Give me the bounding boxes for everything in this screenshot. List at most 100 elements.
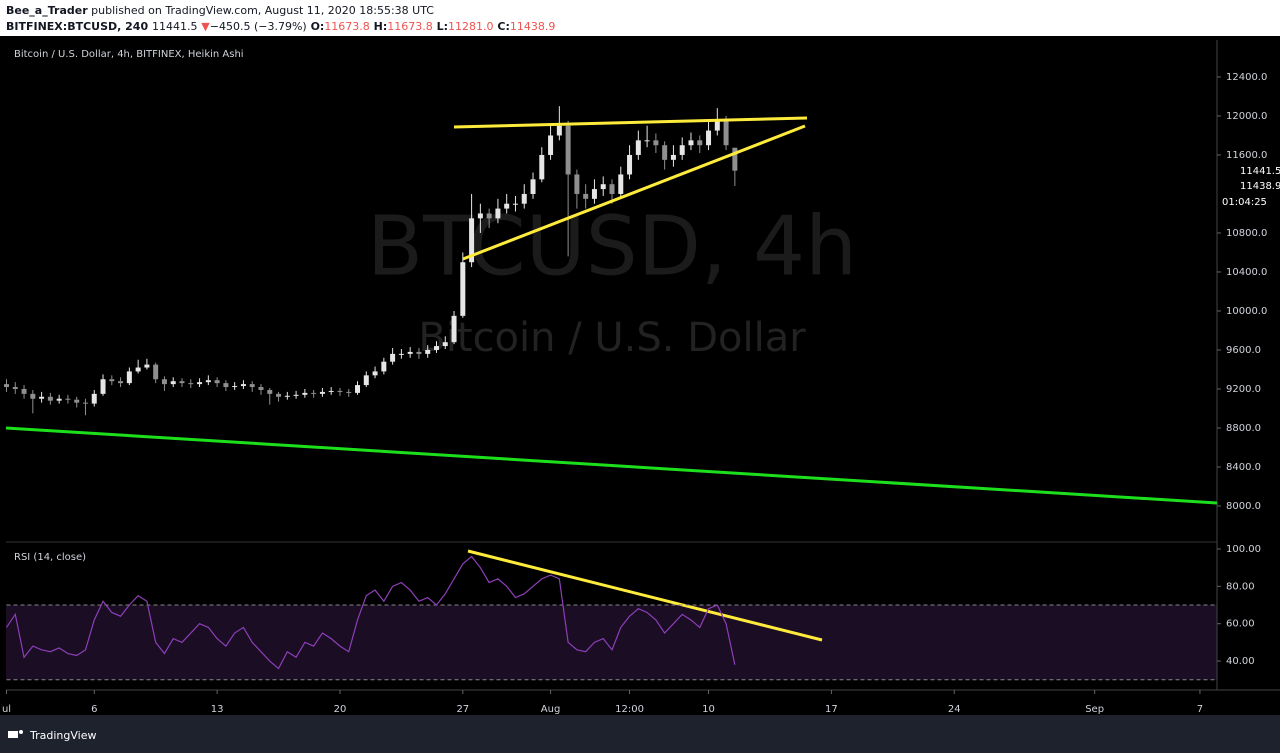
candle-body (223, 383, 229, 388)
candle-body (679, 145, 685, 155)
candle-body (179, 381, 185, 384)
trendline (462, 124, 806, 261)
candle-body (600, 184, 606, 190)
candle-body (144, 364, 150, 368)
x-tick-label: 27 (456, 704, 469, 715)
candle-body (433, 346, 439, 350)
x-tick-label: 7 (1197, 704, 1203, 715)
candle-body (12, 387, 18, 389)
candle-body (688, 140, 694, 146)
y-tick-label: 11600.0 (1226, 150, 1267, 161)
candle-body (118, 381, 124, 384)
candle-body (65, 398, 71, 400)
o-label: O: (310, 20, 325, 33)
candle-body (205, 380, 211, 383)
candle-body (732, 147, 738, 171)
trendline (453, 116, 808, 129)
candle-body (258, 387, 264, 390)
candle-body (47, 396, 53, 401)
pane-title: Bitcoin / U.S. Dollar, 4h, BITFINEX, Hei… (14, 49, 244, 60)
candle-body (697, 140, 703, 146)
candle-body (627, 154, 633, 175)
y-tick-label: 12000.0 (1226, 111, 1267, 122)
candle-body (530, 179, 536, 194)
price-tag-label: 11441.5 (1240, 166, 1280, 177)
candle-body (170, 381, 176, 385)
candle-body (161, 379, 167, 385)
candle-body (670, 154, 676, 160)
pane-title: RSI (14, close) (14, 552, 86, 563)
candle-body (706, 130, 712, 146)
watermark: Bitcoin / U.S. Dollar (418, 315, 806, 361)
footer-bar (0, 715, 1280, 753)
candle-body (486, 213, 492, 219)
published: published on TradingView.com, August 11,… (91, 4, 434, 17)
candle-body (100, 379, 106, 394)
x-tick-label: Sep (1085, 704, 1104, 715)
candle-body (109, 379, 115, 382)
candle-body (460, 262, 466, 316)
candle-body (381, 361, 387, 372)
candle-body (302, 392, 308, 395)
candle-body (574, 174, 580, 194)
y-tick-label: 8000.0 (1226, 501, 1261, 512)
l-value: 11281.0 (448, 20, 494, 33)
candle-body (653, 140, 659, 146)
candle-body (337, 390, 343, 392)
c-value: 11438.9 (509, 20, 556, 33)
y-tick-label: 9200.0 (1226, 384, 1261, 395)
candle-body (583, 193, 589, 199)
candle-body (56, 398, 62, 401)
change-arrow: ▼ (201, 20, 210, 33)
candle-body (319, 391, 325, 394)
o-value: 11673.8 (324, 20, 370, 33)
author: Bee_a_Trader (6, 4, 88, 17)
header-line: Bee_a_Trader published on TradingView.co… (6, 4, 434, 17)
symbol: BITFINEX:BTCUSD, 240 (6, 20, 149, 33)
x-tick-label: 6 (91, 704, 97, 715)
price-tag (1218, 164, 1280, 178)
last-price: 11441.5 (151, 20, 198, 33)
candle-body (609, 184, 615, 194)
y-tick-label: 10400.0 (1226, 267, 1267, 278)
y-tick-label: 10000.0 (1226, 306, 1267, 317)
candle-body (240, 384, 246, 387)
price-tag-label: 11438.9 (1240, 181, 1280, 192)
x-tick-label: ul (2, 704, 11, 715)
candle-body (135, 367, 141, 372)
y-tick-label: 10800.0 (1226, 228, 1267, 239)
y-tick-label: 9600.0 (1226, 345, 1261, 356)
candle-body (197, 382, 203, 385)
candle-body (556, 125, 562, 136)
candle-body (407, 351, 413, 354)
candle-body (416, 351, 422, 354)
candle-body (442, 342, 448, 347)
candle-body (232, 386, 238, 388)
candle-body (469, 218, 475, 263)
candle-body (188, 383, 194, 385)
candle-body (495, 208, 501, 219)
candle-body (372, 371, 378, 376)
candle-body (591, 189, 597, 199)
trendline (467, 549, 823, 642)
candle-body (311, 392, 317, 394)
watermark: BTCUSD, 4h (367, 199, 857, 294)
candle-body (30, 393, 36, 399)
x-tick-label: 24 (948, 704, 961, 715)
header: Bee_a_Trader published on TradingView.co… (0, 0, 1280, 36)
y-tick-label: 8800.0 (1226, 423, 1261, 434)
candle-body (249, 384, 255, 388)
candle-body (355, 385, 361, 393)
y-tick-label: 100.00 (1226, 544, 1261, 555)
candle-body (267, 389, 273, 394)
candle-body (126, 371, 132, 384)
countdown-label: 01:04:25 (1222, 197, 1267, 208)
rsi-line (6, 555, 736, 670)
h-value: 11673.8 (387, 20, 433, 33)
candle-body (284, 395, 290, 397)
candle-body (21, 388, 27, 394)
candle-body (153, 364, 159, 380)
y-tick-label: 40.00 (1226, 656, 1255, 667)
